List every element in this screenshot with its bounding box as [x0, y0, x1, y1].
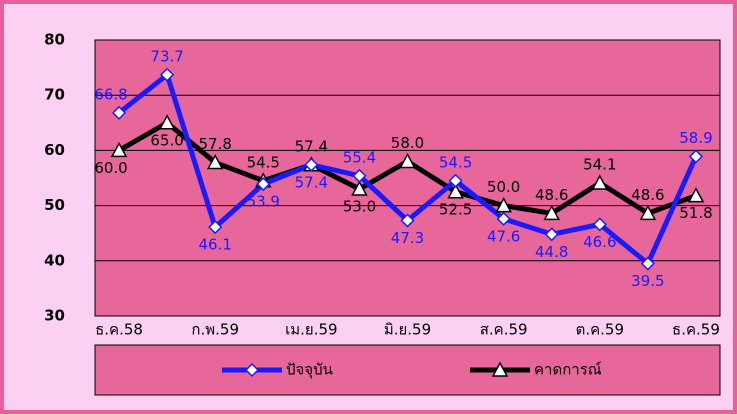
data-label: 57.4	[295, 137, 328, 155]
data-label: 54.1	[583, 155, 616, 173]
plot-area	[94, 39, 721, 317]
marker	[244, 362, 260, 378]
marker	[496, 211, 511, 226]
marker	[351, 180, 368, 196]
legend-label: ปัจจุบัน	[286, 361, 333, 380]
y-tick-label: 30	[44, 307, 65, 325]
marker	[256, 177, 271, 192]
marker	[491, 361, 509, 377]
marker	[160, 67, 175, 82]
marker	[400, 213, 415, 228]
marker	[304, 157, 319, 172]
data-label: 57.8	[198, 135, 231, 153]
data-label: 60.0	[94, 159, 127, 177]
data-label: 48.6	[535, 186, 568, 204]
data-label: 58.0	[391, 134, 424, 152]
data-label: 57.4	[295, 173, 328, 191]
marker	[544, 227, 559, 242]
marker	[208, 220, 223, 235]
data-label: 52.5	[439, 200, 472, 218]
x-tick-label: มิ.ย.59	[384, 321, 431, 339]
marker	[448, 173, 463, 188]
marker	[639, 204, 657, 221]
data-label: 73.7	[150, 47, 183, 65]
data-label: 54.5	[247, 153, 280, 171]
marker	[640, 256, 655, 271]
x-tick-label: เม.ย.59	[285, 321, 337, 339]
marker	[399, 152, 416, 169]
x-tick-label: ต.ค.59	[576, 321, 624, 339]
data-label: 44.8	[535, 243, 568, 261]
data-label: 48.6	[631, 186, 664, 204]
legend-label: คาดการณ์	[534, 361, 602, 379]
data-label: 55.4	[343, 148, 376, 166]
data-label: 50.0	[487, 178, 520, 196]
data-label: 51.8	[679, 204, 712, 222]
y-tick-label: 70	[44, 86, 65, 104]
marker	[110, 141, 128, 158]
y-tick-label: 50	[44, 196, 65, 214]
marker	[591, 174, 609, 190]
data-label: 53.9	[247, 193, 280, 211]
data-label: 58.9	[679, 129, 712, 147]
marker	[447, 183, 464, 199]
marker	[206, 153, 224, 170]
marker	[592, 217, 607, 232]
data-label: 47.6	[487, 227, 520, 245]
y-tick-label: 60	[44, 141, 65, 159]
marker	[543, 204, 560, 221]
data-label: 53.0	[343, 198, 376, 216]
data-label: 65.0	[150, 131, 183, 149]
data-label: 47.3	[391, 229, 424, 247]
data-label: 54.5	[439, 153, 472, 171]
x-tick-label: ธ.ค.59	[672, 321, 720, 339]
x-tick-label: ส.ค.59	[480, 321, 528, 339]
y-tick-label: 80	[44, 31, 65, 49]
marker	[687, 187, 705, 203]
marker	[158, 114, 176, 130]
data-label: 66.8	[94, 85, 127, 103]
data-label: 46.1	[198, 236, 231, 254]
marker	[495, 197, 512, 213]
marker	[352, 168, 367, 183]
x-tick-label: ก.พ.59	[191, 321, 239, 339]
data-label: 39.5	[631, 272, 664, 290]
marker	[111, 105, 127, 120]
marker	[688, 149, 704, 164]
legend-box	[94, 344, 721, 396]
data-label: 46.6	[583, 233, 616, 251]
x-tick-label: ธ.ค.58	[95, 321, 143, 339]
y-tick-label: 40	[44, 251, 65, 269]
